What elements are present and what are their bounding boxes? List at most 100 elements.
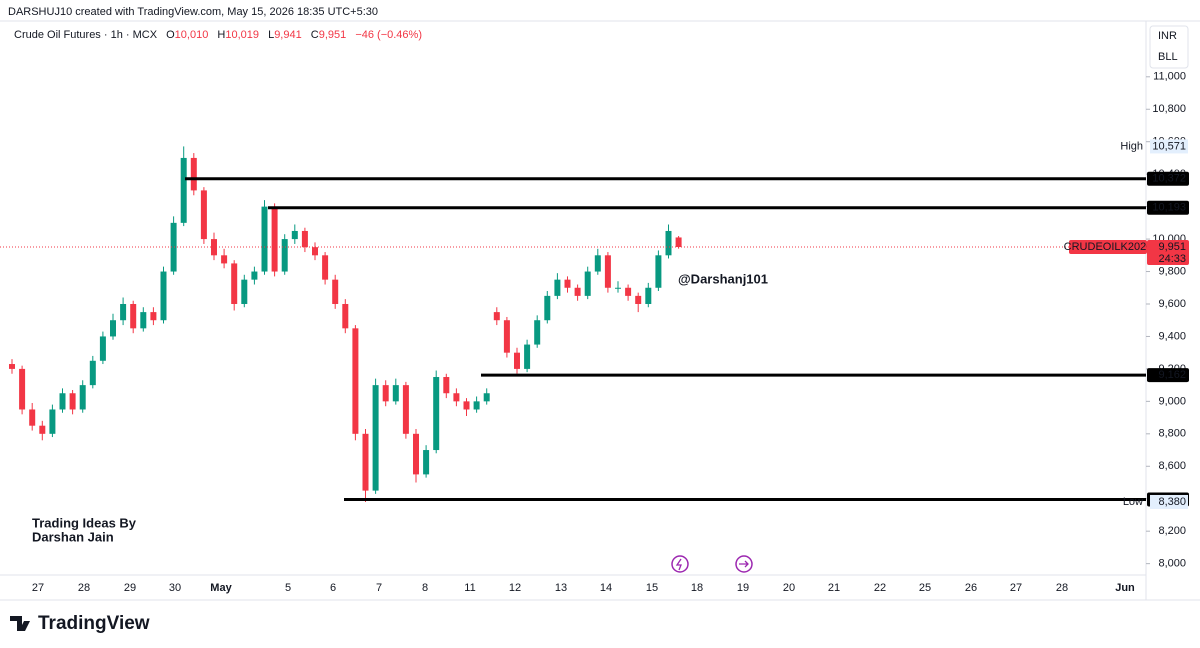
currency-box[interactable] <box>1149 25 1189 69</box>
candle-body <box>564 279 571 288</box>
x-tick-label: 7 <box>376 582 382 594</box>
candle-body <box>655 255 662 288</box>
candle-body <box>160 271 167 321</box>
y-tick-label: 8,000 <box>1158 558 1186 570</box>
candle-body <box>554 279 561 296</box>
ohlc-value: 10,019 <box>225 29 259 41</box>
event-icon[interactable] <box>739 560 749 568</box>
event-icon[interactable] <box>675 558 682 571</box>
logo[interactable]: TradingView <box>10 613 150 634</box>
event-icon[interactable] <box>735 555 753 573</box>
candle-body <box>150 312 157 321</box>
candle-body <box>352 328 359 434</box>
ohlc-prefix: H <box>217 29 225 41</box>
x-tick-label: 13 <box>555 582 567 594</box>
candle-body <box>281 239 288 272</box>
logo-text[interactable]: TradingView <box>38 613 150 634</box>
candle-body <box>221 255 228 264</box>
candle-body <box>231 263 238 304</box>
low-badge <box>1150 494 1188 509</box>
candle-body <box>312 247 318 256</box>
candle-body <box>473 401 480 410</box>
x-tick-label: Jun <box>1115 582 1135 594</box>
x-tick-label: 6 <box>330 582 336 594</box>
annotation: Darshan Jain <box>32 529 114 544</box>
candle-body <box>322 255 329 280</box>
y-tick-label: 8,800 <box>1158 428 1186 440</box>
x-tick-label: 25 <box>919 582 931 594</box>
annotation: @Darshanj101 <box>678 271 768 286</box>
candle-body <box>463 401 470 410</box>
candle-body <box>59 393 66 410</box>
candle-body <box>190 157 197 191</box>
candle-body <box>261 206 268 272</box>
ohlc-value: 10,010 <box>175 29 209 41</box>
candle-body <box>423 450 430 475</box>
candle-body <box>615 287 621 289</box>
x-tick-label: 28 <box>78 582 90 594</box>
candle-body <box>493 312 500 321</box>
candle-body <box>19 368 26 410</box>
event-icon[interactable] <box>671 555 689 573</box>
event-icon[interactable] <box>671 555 753 573</box>
candle-body <box>645 287 652 304</box>
x-tick-label: 15 <box>646 582 658 594</box>
countdown: 24:33 <box>1158 253 1186 265</box>
currency[interactable]: INR <box>1158 30 1177 42</box>
change: −46 (−0.46%) <box>355 29 422 41</box>
candle-body <box>29 409 36 426</box>
high-badge <box>1150 139 1188 154</box>
candle-body <box>9 364 15 369</box>
low-name: Low <box>1123 496 1143 508</box>
candle-body <box>291 230 298 240</box>
candle-body <box>534 320 541 345</box>
level-label: 10,372 <box>1152 173 1186 185</box>
x-tick-label: 14 <box>600 582 612 594</box>
candle-body <box>170 222 177 272</box>
x-tick-label: 26 <box>965 582 977 594</box>
candle-body <box>332 279 339 304</box>
candle-body <box>362 433 369 491</box>
ohlc-prefix: O <box>166 29 175 41</box>
candle-body <box>604 255 611 288</box>
candle-body <box>342 303 349 329</box>
candle-body <box>675 237 682 248</box>
candle-body <box>180 157 187 223</box>
candle-body <box>514 352 520 369</box>
y-tick-label: 11,000 <box>1153 71 1186 83</box>
x-tick-label: 18 <box>691 582 703 594</box>
annotation: Trading Ideas By <box>32 515 137 530</box>
symbol: Crude Oil Futures · 1h · MCX <box>14 29 158 41</box>
level-label: 9,162 <box>1158 369 1186 381</box>
y-tick-label: 8,600 <box>1158 460 1186 472</box>
candle-body <box>110 320 116 337</box>
x-tick-label: 30 <box>169 582 181 594</box>
candle-body <box>584 271 591 296</box>
candle-body <box>271 206 278 272</box>
candle-body <box>503 320 510 353</box>
candle-body <box>483 393 490 402</box>
symbol-badge-text: CRUDEOILK2026 <box>1064 241 1153 253</box>
x-tick-label: 29 <box>124 582 136 594</box>
candle-body <box>382 385 389 402</box>
x-tick-label: May <box>210 582 232 594</box>
ohlc-prefix: L <box>268 29 274 41</box>
candle-body <box>120 303 127 321</box>
x-tick-label: 22 <box>874 582 886 594</box>
high-value: 10,571 <box>1152 140 1186 152</box>
candle-body <box>594 255 601 272</box>
unit[interactable]: BLL <box>1158 51 1178 63</box>
symbol-badge <box>1069 240 1147 255</box>
candle-body <box>130 303 137 329</box>
header: DARSHUJ10 created with TradingView.com, … <box>8 6 378 18</box>
logo-mark[interactable] <box>10 616 30 631</box>
level-badge <box>1147 200 1189 215</box>
candle-body <box>433 377 440 451</box>
high-name: High <box>1120 140 1143 152</box>
candle-body <box>665 230 672 256</box>
x-tick-label: 5 <box>285 582 291 594</box>
candle-body <box>200 190 207 240</box>
x-tick-label: 21 <box>828 582 840 594</box>
ohlc-prefix: C <box>311 29 319 41</box>
